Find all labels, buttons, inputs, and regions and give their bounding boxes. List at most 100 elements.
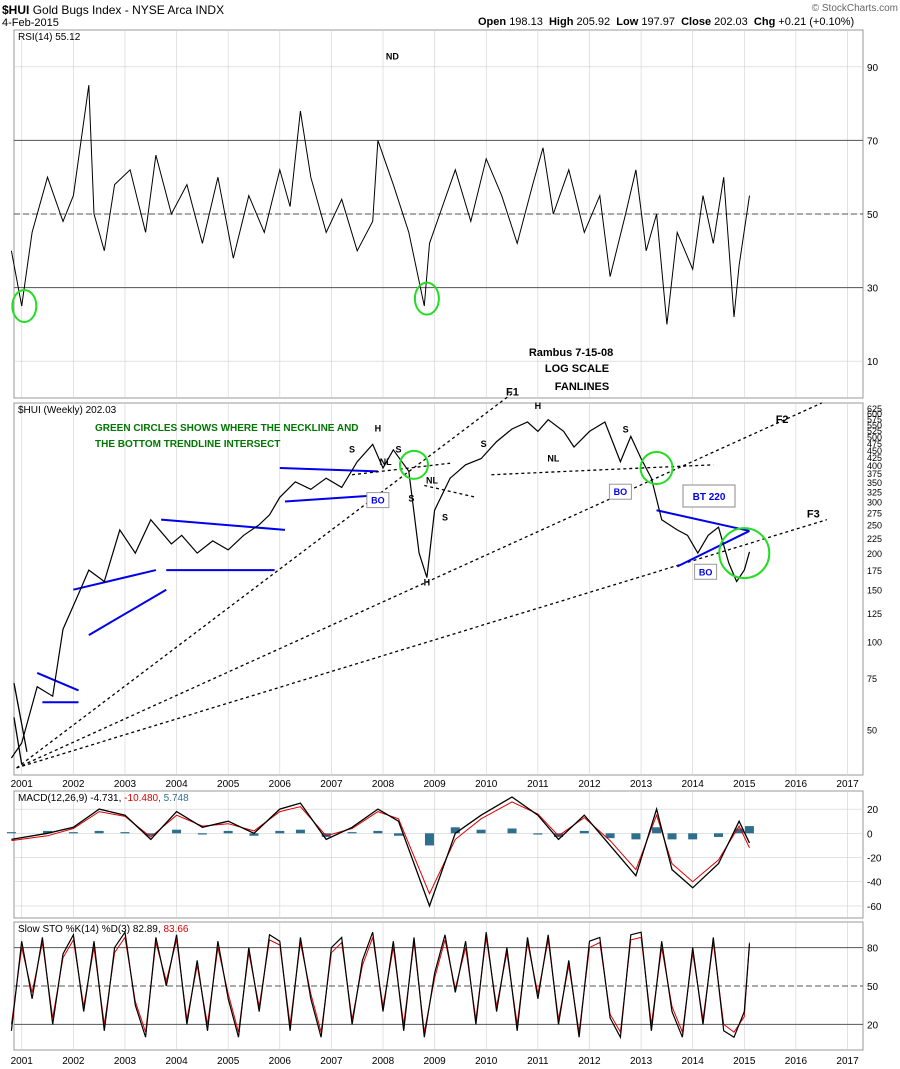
x-tick-label: 2017 — [836, 779, 859, 790]
x-tick-label-bottom: 2006 — [269, 1056, 292, 1067]
open-value: 198.13 — [509, 16, 543, 28]
macd-histogram-bar — [120, 832, 130, 834]
blue-trendline — [676, 530, 750, 568]
close-label: Close — [681, 16, 712, 28]
macd-histogram-bar — [68, 832, 78, 834]
panel-frame-macd — [13, 790, 864, 919]
sto-legend-label: Slow STO %K(14) %D(3) — [18, 924, 133, 935]
x-tick-label-bottom: 2012 — [578, 1056, 601, 1067]
neckline — [424, 484, 477, 498]
price-tick-label: 275 — [867, 509, 882, 519]
x-tick-label: 2003 — [114, 779, 137, 790]
price-tick-label: 250 — [867, 521, 882, 531]
panel-frame-price — [13, 402, 864, 776]
bo-box — [608, 483, 632, 500]
rsi-line — [10, 85, 750, 325]
low-label: Low — [616, 16, 639, 28]
macd-histogram-bar — [744, 826, 754, 834]
price-annotation-green: THE BOTTOM TRENDLINE INTERSECT — [95, 439, 280, 450]
pattern-marker: H — [424, 578, 431, 588]
price-tick-label: 175 — [867, 566, 882, 576]
macd-legend-hist: 5.748 — [164, 793, 189, 804]
steep-trendline — [13, 683, 28, 752]
price-tick-label: 500 — [867, 432, 882, 442]
price-tick-label: 375 — [867, 469, 882, 479]
chg-label: Chg — [753, 16, 776, 28]
sto-tick-label: 50 — [867, 982, 879, 993]
rsi-tick-label: 90 — [867, 63, 879, 74]
macd-histogram-bar — [579, 830, 589, 834]
bt-label: BT 220 — [693, 492, 726, 503]
x-tick-label-bottom: 2002 — [62, 1056, 85, 1067]
fanline-label: F2 — [776, 414, 789, 426]
macd-legend-value: -4.731, — [90, 793, 124, 804]
price-tick-label: 625 — [867, 404, 882, 414]
neckline-label: NL — [380, 457, 392, 467]
x-tick-label: 2007 — [320, 779, 343, 790]
index-name: Gold Bugs Index - NYSE Arca INDX — [32, 3, 225, 17]
x-tick-label: 2014 — [682, 779, 705, 790]
price-tick-label: 300 — [867, 497, 882, 507]
macd-histogram-bar — [652, 827, 662, 834]
neckline — [491, 464, 714, 476]
rambus-annotation: Rambus 7-15-08 — [529, 347, 613, 359]
macd-legend-signal: -10.480, — [124, 793, 163, 804]
ohlc-readout: Open 198.13 High 205.92 Low 197.97 Close… — [478, 16, 854, 28]
open-label: Open — [478, 16, 507, 28]
macd-histogram-bar — [6, 832, 16, 834]
x-tick-label: 2008 — [372, 779, 395, 790]
x-tick-label-bottom: 2014 — [682, 1056, 705, 1067]
blue-trendline — [36, 672, 79, 692]
macd-tick-label: -40 — [867, 878, 882, 889]
price-tick-label: 450 — [867, 446, 882, 456]
macd-histogram-bar — [172, 829, 182, 834]
x-tick-label: 2009 — [424, 779, 447, 790]
rsi-tick-label: 50 — [867, 210, 879, 221]
rambus-annotation: LOG SCALE — [545, 363, 609, 375]
close-value: 202.03 — [714, 16, 748, 28]
low-value: 197.97 — [641, 16, 675, 28]
bt-box — [682, 484, 736, 508]
bo-box — [694, 563, 718, 580]
price-tick-label: 100 — [867, 637, 882, 647]
macd-histogram-bar — [713, 833, 723, 837]
macd-histogram-bar — [507, 828, 517, 834]
pattern-marker: H — [535, 401, 542, 411]
price-tick-label: 400 — [867, 461, 882, 471]
price-tick-label: 575 — [867, 415, 882, 425]
macd-histogram-bar — [734, 828, 744, 834]
price-tick-label: 475 — [867, 439, 882, 449]
macd-histogram-bar — [688, 833, 698, 840]
sto-tick-label: 20 — [867, 1020, 879, 1031]
bo-box — [366, 492, 390, 509]
blue-trendline — [161, 518, 286, 531]
x-tick-label-bottom: 2008 — [372, 1056, 395, 1067]
macd-histogram-bar — [476, 829, 486, 834]
neckline-label: NL — [426, 476, 438, 486]
macd-histogram-bar — [533, 833, 543, 835]
macd-tick-label: 20 — [867, 805, 879, 816]
blue-trendline — [88, 588, 167, 636]
steep-trendline — [13, 717, 23, 765]
x-tick-label-bottom: 2015 — [733, 1056, 756, 1067]
pattern-marker: S — [408, 493, 414, 503]
macd-legend-label: MACD(12,26,9) — [18, 793, 90, 804]
sto-k-line — [10, 930, 751, 1040]
macd-histogram-bar — [373, 830, 383, 834]
blue-trendline — [73, 569, 157, 591]
rsi-tick-label: 70 — [867, 136, 879, 147]
pattern-marker: H — [375, 423, 382, 433]
price-tick-label: 550 — [867, 420, 882, 430]
macd-histogram-bar — [223, 830, 233, 834]
sto-tick-label: 80 — [867, 944, 879, 955]
price-line — [10, 418, 751, 759]
x-tick-label: 2010 — [475, 779, 498, 790]
sto-legend-d: 83.66 — [163, 924, 188, 935]
price-tick-label: 75 — [867, 674, 877, 684]
pattern-marker: S — [481, 439, 487, 449]
rambus-annotation: FANLINES — [555, 381, 609, 393]
price-tick-label: 225 — [867, 534, 882, 544]
rsi-green-circle — [413, 281, 440, 316]
x-tick-label: 2016 — [785, 779, 808, 790]
